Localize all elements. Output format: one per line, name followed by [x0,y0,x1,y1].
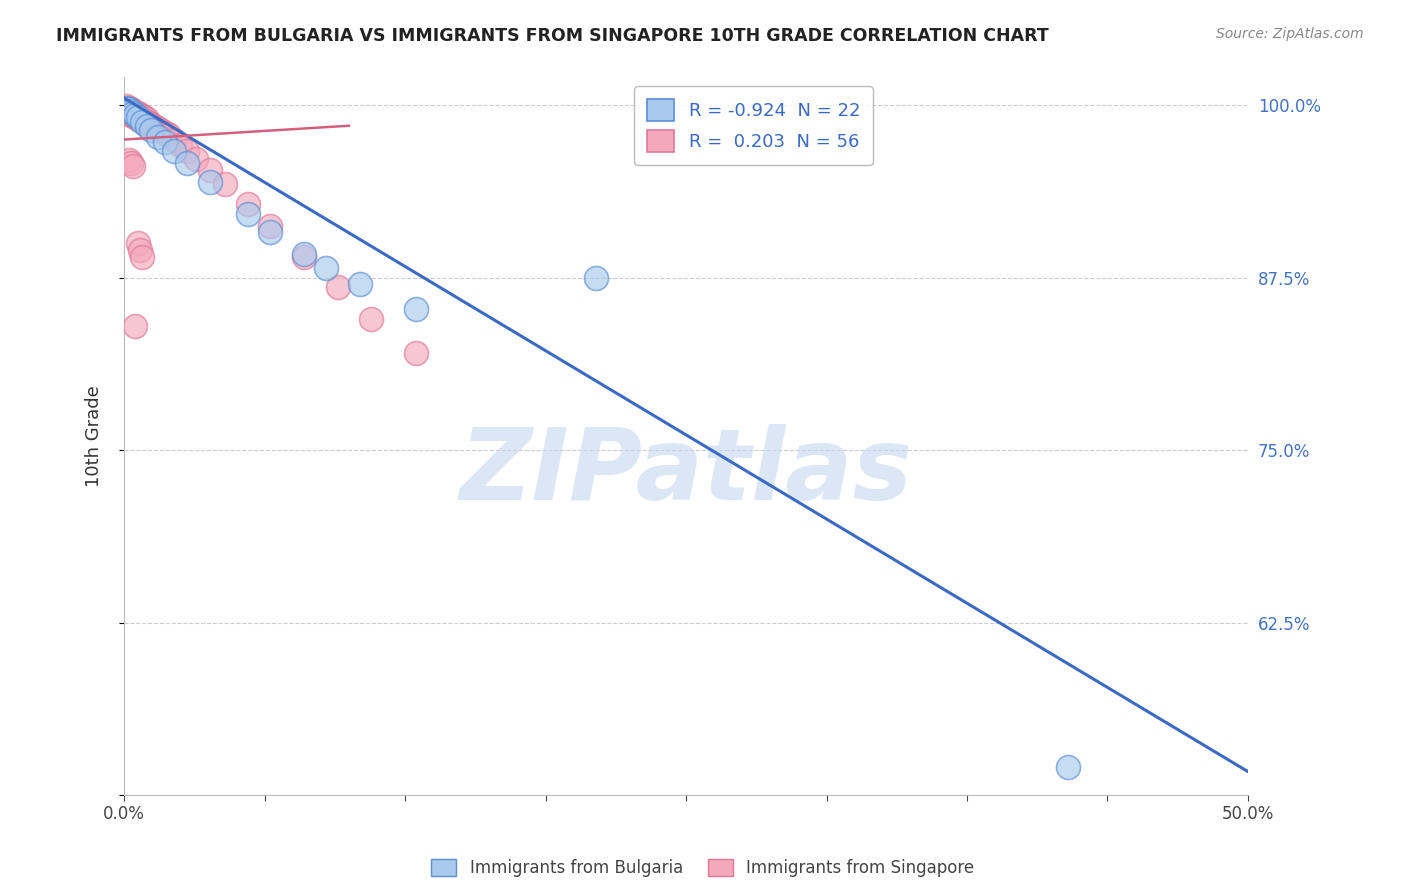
Point [153,126,176,140]
Point [139,123,162,137]
Point [135,112,157,126]
Point [292,247,315,261]
Point [134,113,156,128]
Legend: Immigrants from Bulgaria, Immigrants from Singapore: Immigrants from Bulgaria, Immigrants fro… [425,852,981,884]
Point [122,109,145,123]
Point [236,197,259,211]
Point [127,106,149,120]
Point [150,124,173,138]
Point [149,123,172,137]
Point [138,116,160,130]
Y-axis label: 10th Grade: 10th Grade [86,385,103,487]
Point [120,108,142,122]
Point [157,128,180,143]
Point [142,119,165,133]
Point [405,346,427,360]
Point [349,277,371,292]
Point [127,235,149,250]
Point [360,312,382,326]
Point [131,112,153,126]
Point [115,101,138,115]
Point [124,108,146,122]
Point [134,111,156,125]
Point [122,106,145,120]
Point [162,132,184,146]
Point [131,250,153,264]
Point [585,270,607,285]
Point [124,104,146,119]
Point [128,111,150,125]
Text: IMMIGRANTS FROM BULGARIA VS IMMIGRANTS FROM SINGAPORE 10TH GRADE CORRELATION CHA: IMMIGRANTS FROM BULGARIA VS IMMIGRANTS F… [56,27,1049,45]
Point [292,250,315,264]
Point [124,108,146,122]
Point [259,219,281,234]
Point [146,121,169,136]
Point [128,113,150,128]
Point [214,177,236,191]
Point [128,243,150,257]
Point [153,136,176,150]
Point [124,111,146,125]
Point [115,99,138,113]
Point [122,159,145,173]
Point [162,144,184,158]
Point [131,114,153,128]
Point [122,103,145,118]
Point [146,129,169,144]
Point [117,153,139,168]
Point [405,302,427,317]
Point [139,117,162,131]
Point [176,156,198,170]
Point [120,104,142,119]
Point [120,103,142,118]
Point [326,280,349,294]
Legend: R = -0.924  N = 22, R =  0.203  N = 56: R = -0.924 N = 22, R = 0.203 N = 56 [634,87,873,165]
Point [145,120,167,135]
Point [128,108,150,122]
Point [127,111,149,125]
Point [176,144,198,158]
Point [124,318,146,333]
Point [120,102,142,116]
Point [122,106,145,120]
Point [198,162,221,177]
Point [184,152,207,166]
Point [236,207,259,221]
Point [259,225,281,239]
Point [131,109,153,123]
Text: ZIPatlas: ZIPatlas [460,424,912,521]
Point [127,109,149,123]
Point [115,104,138,119]
Point [135,119,157,133]
Point [169,138,191,153]
Point [117,103,139,118]
Point [117,101,139,115]
Point [198,175,221,189]
Point [135,114,157,128]
Point [127,112,149,126]
Point [117,102,139,116]
Point [1057,760,1080,774]
Text: Source: ZipAtlas.com: Source: ZipAtlas.com [1216,27,1364,41]
Point [120,156,142,170]
Point [115,102,138,116]
Point [156,127,179,141]
Point [117,106,139,120]
Point [315,260,337,275]
